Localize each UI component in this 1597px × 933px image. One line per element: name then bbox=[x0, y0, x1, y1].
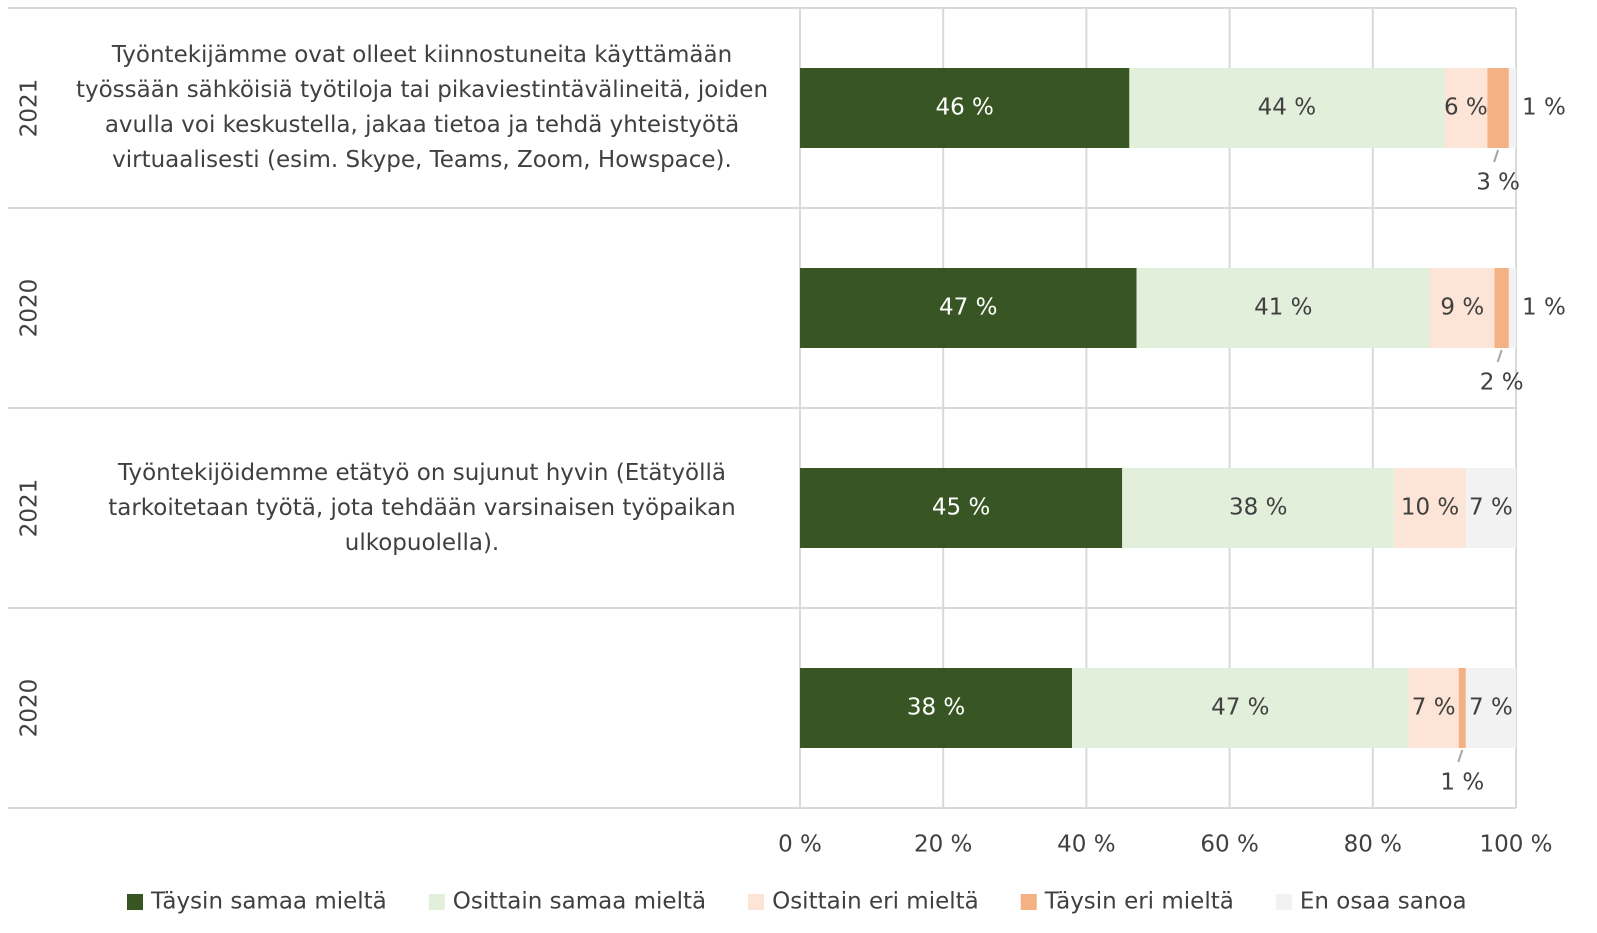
x-tick-label: 0 % bbox=[778, 832, 822, 858]
bar-segment bbox=[800, 68, 1130, 148]
bar-segment bbox=[1136, 268, 1431, 348]
data-label: 3 % bbox=[1476, 170, 1520, 196]
bar-segment bbox=[1129, 68, 1445, 148]
data-label: 1 % bbox=[1440, 770, 1484, 796]
legend-label: En osaa sanoa bbox=[1300, 889, 1467, 915]
x-tick-label: 80 % bbox=[1344, 832, 1402, 858]
bar-segment bbox=[1458, 668, 1466, 748]
bar-segment bbox=[1408, 668, 1459, 748]
legend-swatch bbox=[127, 894, 143, 910]
data-label: 47 % bbox=[939, 295, 997, 321]
data-label: 7 % bbox=[1412, 695, 1456, 721]
data-label: 46 % bbox=[935, 95, 993, 121]
data-label: 9 % bbox=[1440, 295, 1484, 321]
data-label: 1 % bbox=[1522, 95, 1566, 121]
x-tick-label: 100 % bbox=[1479, 832, 1552, 858]
data-label: 7 % bbox=[1469, 495, 1513, 521]
bar-segment bbox=[1465, 668, 1516, 748]
year-label: 2020 bbox=[17, 279, 43, 338]
year-label: 2021 bbox=[17, 79, 43, 138]
data-label: 10 % bbox=[1401, 495, 1459, 521]
leader-line bbox=[1457, 749, 1464, 763]
bar-segment bbox=[1072, 668, 1409, 748]
data-label: 1 % bbox=[1522, 295, 1566, 321]
data-label: 38 % bbox=[1229, 495, 1287, 521]
question-label: Työntekijämme ovat olleet kiinnostuneita… bbox=[75, 42, 769, 173]
question-label: Työntekijöidemme etätyö on sujunut hyvin… bbox=[108, 459, 736, 556]
data-label: 2 % bbox=[1480, 370, 1524, 396]
data-label: 6 % bbox=[1444, 95, 1488, 121]
year-label: 2021 bbox=[17, 479, 43, 538]
bar-segment bbox=[1444, 68, 1488, 148]
x-tick-label: 20 % bbox=[914, 832, 972, 858]
legend-label: Osittain samaa mieltä bbox=[453, 889, 706, 915]
legend-swatch bbox=[428, 894, 445, 910]
data-label: 45 % bbox=[932, 495, 990, 521]
bar-segment bbox=[1494, 268, 1509, 348]
legend-swatch bbox=[748, 894, 765, 910]
bar-segment bbox=[1508, 68, 1516, 148]
bar-segment bbox=[1394, 468, 1466, 548]
data-label: 44 % bbox=[1258, 95, 1316, 121]
x-tick-label: 40 % bbox=[1057, 832, 1115, 858]
leader-line bbox=[1496, 349, 1503, 363]
bar-segment bbox=[1122, 468, 1395, 548]
bar-segment bbox=[800, 468, 1123, 548]
legend-swatch bbox=[1020, 894, 1037, 910]
data-label: 41 % bbox=[1254, 295, 1312, 321]
x-tick-label: 60 % bbox=[1200, 832, 1258, 858]
legend-swatch bbox=[1275, 894, 1292, 910]
bar-segment bbox=[1465, 468, 1516, 548]
legend-label: Täysin eri mieltä bbox=[1044, 889, 1234, 915]
bar-segment bbox=[800, 268, 1137, 348]
data-label: 38 % bbox=[907, 695, 965, 721]
bar-segment bbox=[800, 668, 1073, 748]
leader-line bbox=[1493, 149, 1500, 163]
data-label: 7 % bbox=[1469, 695, 1513, 721]
bar-segment bbox=[1508, 268, 1516, 348]
year-label: 2020 bbox=[17, 679, 43, 738]
legend-label: Täysin samaa mieltä bbox=[150, 889, 387, 915]
bar-segment bbox=[1487, 68, 1509, 148]
legend-label: Osittain eri mieltä bbox=[772, 889, 979, 915]
bar-segment bbox=[1430, 268, 1495, 348]
data-label: 47 % bbox=[1211, 695, 1269, 721]
